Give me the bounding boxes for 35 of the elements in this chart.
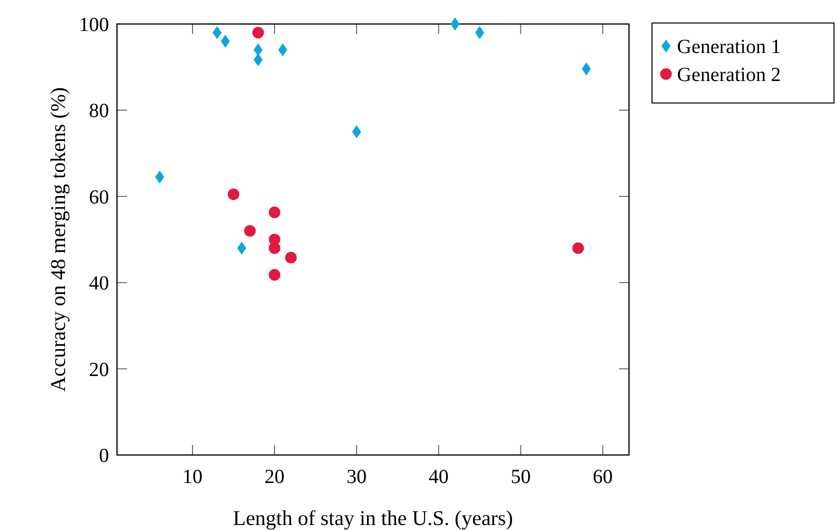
y-tick-label: 100 [79, 14, 109, 36]
x-axis-title: Length of stay in the U.S. (years) [233, 506, 513, 530]
y-tick-label: 40 [89, 272, 109, 295]
x-tick-label: 50 [510, 466, 531, 488]
point [572, 242, 584, 254]
point [450, 18, 460, 30]
point [352, 125, 362, 138]
y-tick-label: 80 [89, 100, 109, 122]
point [268, 206, 280, 218]
point [244, 225, 256, 237]
legend-label: Generation 1 [677, 36, 781, 58]
point [285, 252, 297, 264]
y-tick-label: 60 [89, 186, 109, 208]
x-tick-label: 40 [428, 466, 449, 488]
point [582, 62, 591, 76]
x-tick-label: 30 [346, 466, 367, 488]
point [252, 26, 264, 38]
x-tick-label: 10 [182, 466, 202, 488]
point [475, 26, 484, 40]
y-axis-title: Accuracy on 48 merging tokens (%) [46, 87, 70, 392]
point [254, 53, 263, 66]
point [220, 34, 230, 48]
point [237, 242, 246, 255]
y-tick-label: 0 [99, 445, 109, 467]
point [268, 242, 280, 254]
point [155, 170, 164, 184]
point [212, 26, 222, 40]
legend-label: Generation 2 [677, 64, 781, 86]
y-tick-label: 20 [89, 358, 109, 381]
point [254, 43, 263, 56]
point [278, 43, 288, 56]
point [268, 269, 280, 281]
point [228, 188, 240, 200]
x-tick-label: 60 [592, 466, 613, 488]
x-tick-label: 20 [264, 466, 285, 488]
